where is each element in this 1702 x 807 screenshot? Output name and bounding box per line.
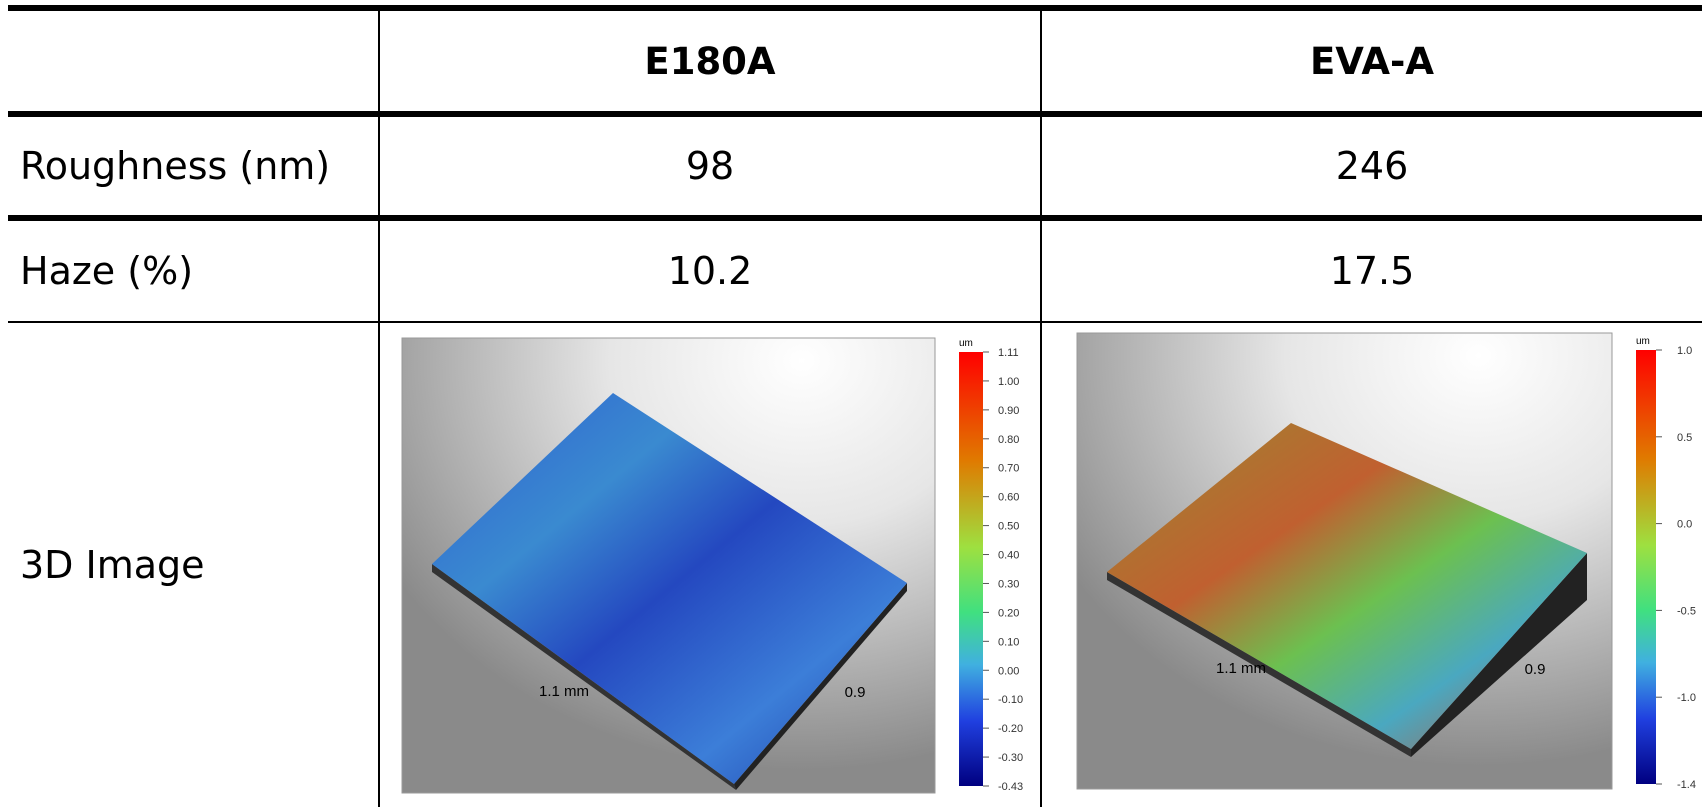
colorbar-label: -1.4 [1677,779,1696,791]
colorbar-label: 0.80 [998,434,1019,446]
colorbar-label: 0.00 [998,665,1019,677]
colorbar [959,352,983,786]
axis-label: 1.1 mm [539,683,589,700]
colorbar-label: 0.0 [1677,519,1692,531]
colorbar-label: -0.20 [998,723,1023,735]
colorbar-label: 0.40 [998,550,1019,562]
axis-label: 1.1 mm [1216,660,1266,677]
colorbar-label: -0.10 [998,694,1023,706]
colorbar-label: 0.50 [998,521,1019,533]
colorbar-label: 0.5 [1677,432,1692,444]
unit-label: um [959,338,973,349]
colorbar-label: 0.20 [998,607,1019,619]
colorbar-label: -0.30 [998,752,1023,764]
colorbar-label: 1.00 [998,376,1019,388]
colorbar-label: 0.10 [998,636,1019,648]
colorbar-label: 1.11 [998,347,1019,359]
colorbar-label: -0.5 [1677,605,1696,617]
axis-label: 0.9 [1525,661,1546,678]
unit-label: um [1636,336,1650,347]
colorbar-label: 0.60 [998,492,1019,504]
colorbar-label: 1.0 [1677,345,1692,357]
colorbar-label: 0.30 [998,578,1019,590]
colorbar [1636,350,1656,784]
colorbar-label: -1.0 [1677,692,1696,704]
colorbar-label: 0.90 [998,405,1019,417]
images: um 1.11 1.00 0.90 0.80 0.70 0.60 0.50 0.40 0.30 0.… [0,0,1702,807]
page: {"table": { "header": ["E180A", "EVA-A"]… [0,0,1702,807]
colorbar-label: 0.70 [998,463,1019,475]
axis-label: 0.9 [845,684,866,701]
colorbar-label: -0.43 [998,781,1023,793]
